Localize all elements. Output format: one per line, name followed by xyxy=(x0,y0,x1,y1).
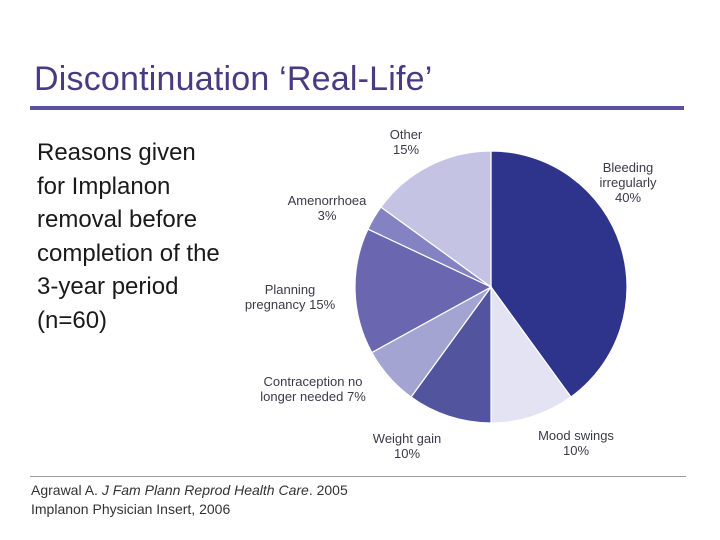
pie-label-planning-pregnancy: Planning pregnancy 15% xyxy=(245,282,336,312)
title-divider xyxy=(30,106,684,110)
pie-label-mood-swings: Mood swings 10% xyxy=(538,428,614,458)
pie-slice-mood-swings xyxy=(490,285,572,424)
pie-slice-weight-gain xyxy=(410,285,492,424)
reference-divider xyxy=(30,476,686,477)
reference-authors: Agrawal A. xyxy=(31,482,102,498)
pie-label-other: Other 15% xyxy=(390,127,423,157)
chart-description: Reasons given for Implanon removal befor… xyxy=(37,139,220,334)
pie-label-weight-gain: Weight gain 10% xyxy=(373,431,441,461)
pie-slice-other xyxy=(380,150,492,289)
reference-journal: J Fam Plann Reprod Health Care xyxy=(101,482,309,498)
pie-label-bleeding-irregularly: Bleeding irregularly 40% xyxy=(599,160,657,205)
pie-slice-bleeding-irregularly xyxy=(490,150,628,398)
reference-year: . 2005 xyxy=(308,482,348,498)
reference-line-1: Agrawal A. J Fam Plann Reprod Health Car… xyxy=(31,482,348,498)
reference-line-2: Implanon Physician Insert, 2006 xyxy=(31,501,231,517)
slide-title: Discontinuation ‘Real-Life’ xyxy=(34,60,433,98)
pie-label-amenorrhoea: Amenorrhoea 3% xyxy=(288,193,368,223)
pie-label-contraception-no-longer-needed: Contraception no longer needed 7% xyxy=(260,374,366,404)
pie-slice-planning-pregnancy xyxy=(354,228,493,354)
